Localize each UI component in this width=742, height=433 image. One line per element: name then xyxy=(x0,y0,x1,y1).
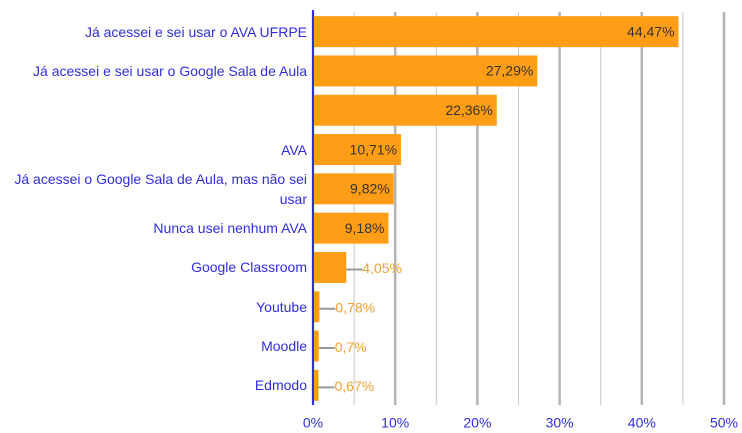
value-label: 10,71% xyxy=(350,141,397,157)
value-label: 44,47% xyxy=(627,23,674,39)
value-label: 9,82% xyxy=(350,181,390,197)
category-label: Já acessei o Google Sala de Aula, mas nã… xyxy=(14,170,307,207)
x-tick-label: 20% xyxy=(463,415,491,431)
bar xyxy=(313,16,679,48)
category-label: Edmodo xyxy=(254,377,307,394)
value-label: 27,29% xyxy=(486,63,533,79)
x-tick-label: 0% xyxy=(303,415,323,431)
bar xyxy=(313,251,347,283)
value-label: 22,36% xyxy=(445,102,492,118)
value-label: 0,7% xyxy=(335,339,367,355)
category-label: Google Classroom xyxy=(191,259,307,276)
value-label: 0,78% xyxy=(335,299,375,315)
bar xyxy=(313,369,319,401)
bar xyxy=(313,173,394,205)
value-label: 4,05% xyxy=(362,260,402,276)
category-label: Já acessei e sei usar o Google Sala de A… xyxy=(33,62,307,79)
x-tick-label: 30% xyxy=(546,415,574,431)
x-tick-label: 10% xyxy=(381,415,409,431)
category-label: Nunca usei nenhum AVA xyxy=(153,220,307,237)
bar xyxy=(313,55,538,87)
category-label: Já acessei e sei usar o AVA UFRPE xyxy=(84,23,307,40)
category-label: AVA xyxy=(281,141,307,158)
category-label: Moodle xyxy=(261,338,307,355)
category-label: Youtube xyxy=(256,298,307,315)
bar xyxy=(313,94,497,126)
x-tick-label: 50% xyxy=(710,415,738,431)
bar xyxy=(313,330,319,362)
value-label: 0,67% xyxy=(335,378,375,394)
value-label: 9,18% xyxy=(345,220,385,236)
bar xyxy=(313,291,320,323)
x-tick-label: 40% xyxy=(628,415,656,431)
bar xyxy=(313,212,389,244)
bar xyxy=(313,134,402,166)
